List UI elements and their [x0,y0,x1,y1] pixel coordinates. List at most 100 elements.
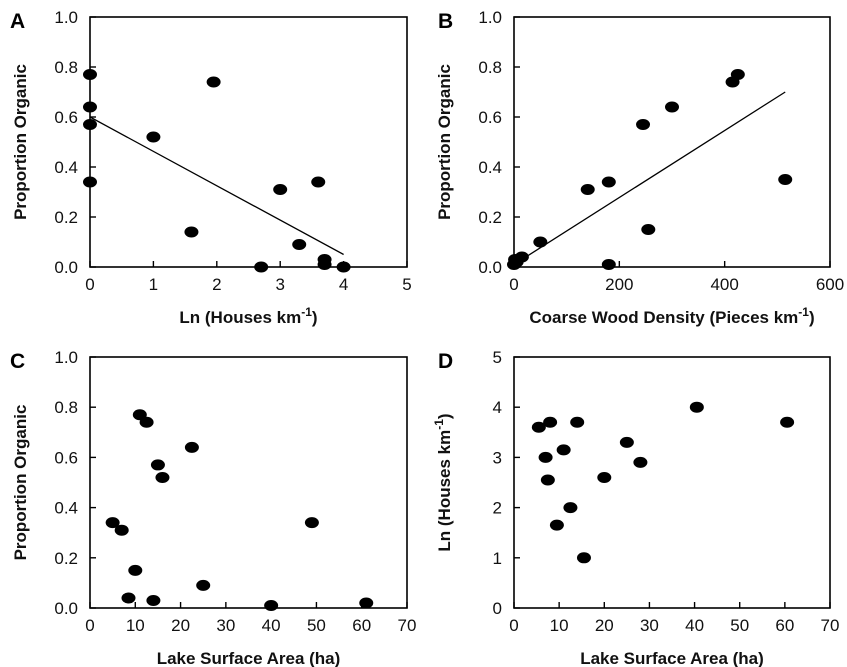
data-point [184,441,199,453]
x-axis-label-superscript: -1 [301,305,312,319]
x-tick-label: 200 [605,275,633,294]
x-tick-label: 70 [821,616,840,635]
y-tick-label: 0.0 [54,258,78,277]
data-point [730,69,745,80]
data-point [549,519,564,531]
plot-frame [513,356,831,609]
x-tick-label: 0 [509,616,518,635]
data-point [778,174,793,185]
y-axis-label: Proportion Organic [11,405,30,561]
data-point [304,517,319,529]
y-axis-label: Proportion Organic [435,64,454,220]
panel-label: B [438,10,453,33]
data-point [273,184,288,195]
y-axis-label-text: Proportion Organic [11,405,30,561]
data-point [563,502,578,514]
data-point [317,259,332,270]
x-tick-label: 400 [710,275,738,294]
data-point [689,401,704,413]
panel-label: C [10,350,25,373]
data-point [597,471,612,483]
y-axis-label-text: Proportion Organic [11,64,30,220]
y-tick-label: 0.6 [54,448,78,467]
data-point [636,119,651,130]
regression-line [89,116,344,256]
data-point [336,261,351,273]
data-point [83,119,97,130]
regression-line [513,91,786,266]
plot-frame [513,16,831,268]
data-point [665,101,679,113]
y-tick-label: 0.0 [54,599,78,618]
y-axis-label: Proportion Organic [11,64,30,220]
y-tick-label: 1.0 [54,8,78,27]
data-point [538,451,553,463]
y-tick-label: 0.2 [478,208,502,227]
x-tick-label: 30 [216,616,235,635]
x-axis-label-end: ) [809,308,815,327]
y-tick-label: 0.8 [54,398,78,417]
data-point [540,474,555,486]
y-tick-label: 0.4 [478,158,502,177]
x-axis-label-text: Lake Surface Area (ha) [157,649,341,667]
y-tick-label: 1 [493,549,502,568]
data-point [254,261,269,273]
data-point [514,251,529,263]
y-tick-label: 0.2 [54,549,78,568]
data-point [155,471,170,483]
data-point [311,176,326,188]
y-tick-label: 2 [493,499,502,518]
x-tick-label: 60 [775,616,794,635]
x-tick-label: 10 [550,616,569,635]
y-tick-label: 4 [493,398,502,417]
x-tick-label: 40 [685,616,704,635]
data-point [105,517,120,529]
data-point [139,416,154,428]
data-point [114,524,129,536]
y-tick-label: 0.8 [478,58,502,77]
data-point [531,421,546,433]
data-point [128,564,143,576]
plot-frame [89,16,408,268]
y-axis-label-superscript: -1 [432,419,446,430]
x-tick-label: 20 [171,616,190,635]
x-tick-label: 30 [640,616,659,635]
data-point [570,416,585,428]
panel-label: D [438,350,453,373]
data-point [359,597,374,609]
data-point [780,416,795,428]
data-point [292,239,307,250]
panel-label: A [10,10,25,33]
x-tick-label: 600 [816,275,844,294]
x-axis-label: Lake Surface Area (ha) [157,649,341,667]
x-tick-label: 60 [352,616,371,635]
data-point [150,459,165,471]
y-tick-label: 3 [493,448,502,467]
data-point [196,579,211,591]
y-tick-label: 1.0 [54,348,78,367]
y-axis-label: Ln (Houses km-1) [432,413,454,551]
data-point [146,594,161,606]
data-point [533,236,548,248]
data-point [601,176,616,188]
y-tick-label: 0.4 [54,499,78,518]
panel-c: C 0 10 20 30 40 50 60 70 0.0 0.2 0.4 0.6 0.8 1.0 Lake S… [10,348,416,667]
x-tick-label: 20 [595,616,614,635]
x-axis-label-superscript: -1 [798,305,809,319]
y-tick-label: 5 [493,348,502,367]
y-tick-label: 1.0 [478,8,502,27]
x-axis-label-text: Lake Surface Area (ha) [580,649,764,667]
data-point [556,444,571,456]
y-tick-label: 0.8 [54,58,78,77]
x-axis-label: Coarse Wood Density (Pieces km-1) [529,305,814,327]
y-tick-label: 0 [493,599,502,618]
data-point [83,101,97,113]
x-tick-label: 10 [126,616,145,635]
y-tick-label: 0.6 [54,108,78,127]
x-tick-label: 3 [275,275,284,294]
x-tick-label: 0 [85,275,94,294]
data-point [543,416,558,428]
x-tick-label: 5 [402,275,411,294]
data-point [580,184,595,195]
data-point [121,592,136,604]
